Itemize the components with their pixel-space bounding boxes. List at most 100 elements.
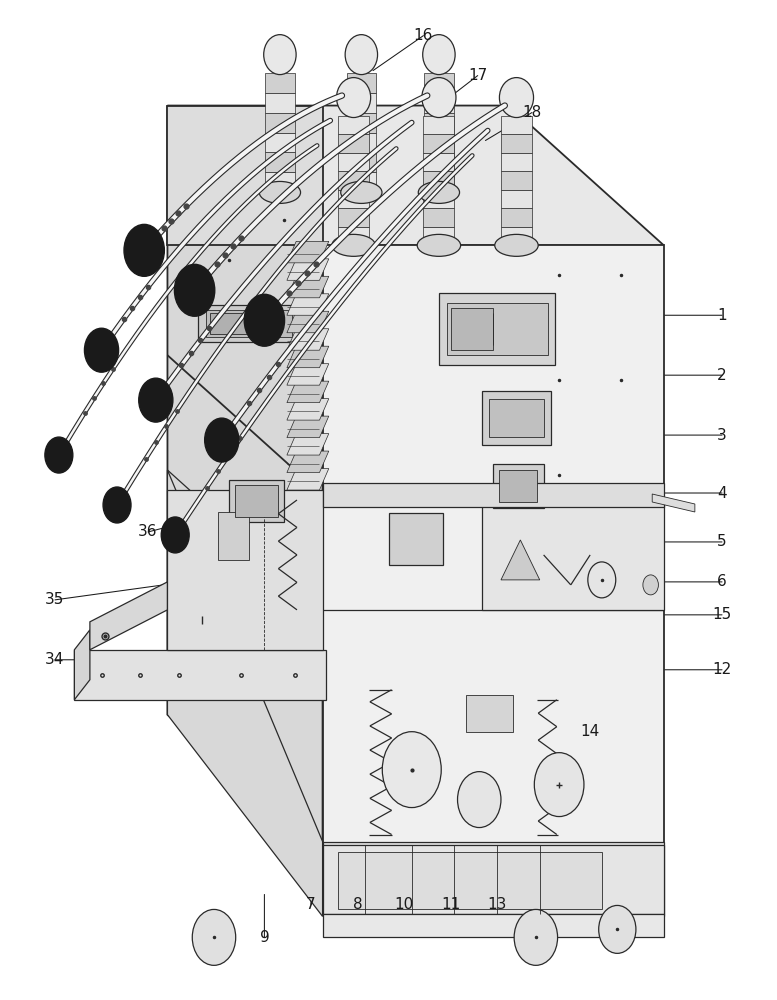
Ellipse shape	[495, 234, 538, 256]
Ellipse shape	[345, 35, 378, 75]
Polygon shape	[168, 106, 322, 855]
Text: 14: 14	[580, 724, 600, 739]
Polygon shape	[287, 381, 329, 403]
Ellipse shape	[260, 181, 301, 203]
Polygon shape	[347, 113, 376, 133]
Polygon shape	[501, 227, 532, 245]
Polygon shape	[501, 190, 532, 208]
Polygon shape	[424, 113, 454, 133]
Polygon shape	[466, 695, 513, 732]
Polygon shape	[482, 500, 664, 610]
Polygon shape	[322, 842, 664, 916]
Polygon shape	[424, 152, 454, 172]
Polygon shape	[423, 116, 455, 134]
Polygon shape	[424, 172, 454, 192]
Text: 17: 17	[468, 68, 487, 83]
Polygon shape	[347, 93, 376, 113]
Polygon shape	[287, 469, 329, 490]
Polygon shape	[501, 540, 540, 580]
Circle shape	[103, 487, 131, 523]
Polygon shape	[652, 494, 695, 512]
Polygon shape	[423, 171, 455, 190]
Polygon shape	[501, 116, 532, 134]
Ellipse shape	[423, 35, 455, 75]
Polygon shape	[493, 464, 544, 508]
Polygon shape	[439, 293, 556, 365]
Text: 36: 36	[138, 524, 158, 539]
Polygon shape	[287, 276, 329, 298]
Text: 5: 5	[717, 534, 726, 549]
Polygon shape	[322, 845, 664, 914]
Text: 18: 18	[522, 105, 542, 120]
Polygon shape	[287, 434, 329, 455]
Ellipse shape	[422, 78, 456, 118]
Ellipse shape	[417, 234, 461, 256]
Polygon shape	[424, 73, 454, 93]
Polygon shape	[210, 313, 256, 334]
Polygon shape	[229, 480, 284, 522]
Polygon shape	[347, 133, 376, 152]
Polygon shape	[265, 172, 294, 192]
Polygon shape	[338, 852, 602, 909]
Polygon shape	[501, 171, 532, 190]
Text: 7: 7	[306, 897, 315, 912]
Ellipse shape	[263, 35, 296, 75]
Polygon shape	[423, 208, 455, 227]
Polygon shape	[338, 153, 369, 171]
Polygon shape	[501, 153, 532, 171]
Text: 16: 16	[413, 28, 433, 43]
Text: 34: 34	[45, 652, 64, 667]
Polygon shape	[287, 259, 329, 280]
Text: 8: 8	[353, 897, 362, 912]
Ellipse shape	[336, 78, 371, 118]
Polygon shape	[235, 485, 278, 517]
Text: 3: 3	[717, 428, 727, 443]
Polygon shape	[168, 106, 664, 245]
Circle shape	[244, 294, 284, 346]
Polygon shape	[338, 134, 369, 153]
Text: 4: 4	[717, 486, 726, 501]
Polygon shape	[198, 305, 299, 342]
Circle shape	[204, 418, 239, 462]
Polygon shape	[265, 73, 294, 93]
Circle shape	[174, 264, 214, 316]
Text: 15: 15	[713, 607, 732, 622]
Polygon shape	[168, 490, 322, 650]
Polygon shape	[265, 133, 294, 152]
Text: 13: 13	[487, 897, 507, 912]
Polygon shape	[322, 914, 664, 937]
Polygon shape	[218, 512, 249, 560]
Polygon shape	[423, 153, 455, 171]
Ellipse shape	[341, 181, 382, 203]
Polygon shape	[388, 513, 443, 565]
Polygon shape	[265, 93, 294, 113]
Ellipse shape	[500, 78, 534, 118]
Polygon shape	[424, 93, 454, 113]
Text: 2: 2	[717, 368, 726, 383]
Polygon shape	[501, 134, 532, 153]
Circle shape	[514, 909, 558, 965]
Polygon shape	[90, 582, 168, 650]
Polygon shape	[287, 329, 329, 350]
Polygon shape	[168, 470, 322, 916]
Polygon shape	[347, 73, 376, 93]
Polygon shape	[287, 364, 329, 385]
Text: 10: 10	[395, 897, 413, 912]
Polygon shape	[168, 106, 322, 245]
Polygon shape	[287, 294, 329, 315]
Circle shape	[45, 437, 73, 473]
Polygon shape	[423, 227, 455, 245]
Circle shape	[382, 732, 441, 808]
Polygon shape	[490, 399, 544, 437]
Polygon shape	[206, 310, 291, 337]
Polygon shape	[338, 227, 369, 245]
Circle shape	[124, 224, 165, 276]
Polygon shape	[287, 241, 329, 263]
Polygon shape	[75, 650, 326, 700]
Circle shape	[535, 753, 584, 817]
Polygon shape	[338, 190, 369, 208]
Polygon shape	[265, 152, 294, 172]
Polygon shape	[501, 208, 532, 227]
Text: 35: 35	[45, 592, 64, 607]
Polygon shape	[347, 172, 376, 192]
